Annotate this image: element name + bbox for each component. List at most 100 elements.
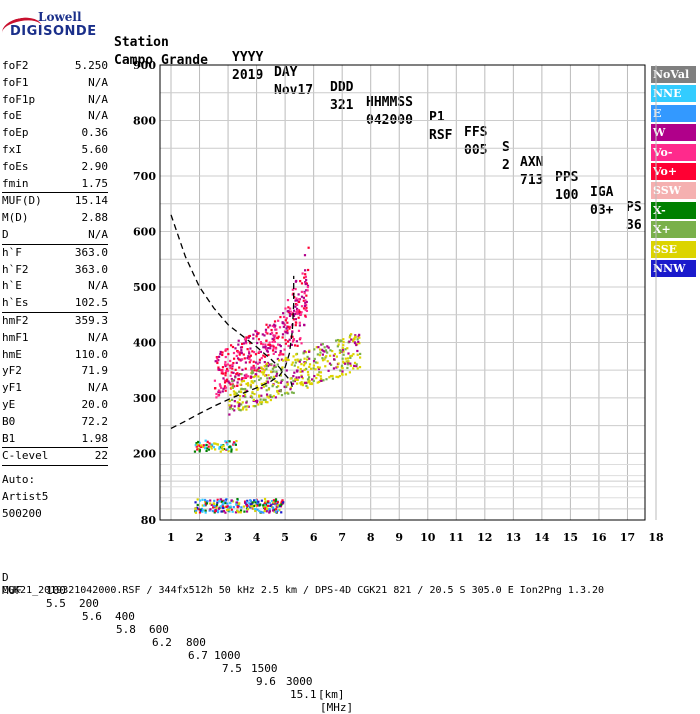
echo-point bbox=[249, 359, 252, 362]
echo-point bbox=[321, 343, 324, 346]
echo-point bbox=[300, 295, 304, 298]
echo-point bbox=[263, 361, 266, 364]
echo-point bbox=[219, 352, 222, 356]
echo-point bbox=[226, 348, 229, 351]
echo-point bbox=[318, 354, 321, 357]
echo-point bbox=[225, 380, 228, 383]
echo-point bbox=[228, 400, 231, 403]
echo-point bbox=[353, 361, 357, 364]
echo-point bbox=[344, 357, 347, 360]
echo-point bbox=[268, 324, 271, 327]
echo-point bbox=[282, 501, 285, 504]
echo-point bbox=[344, 373, 348, 376]
x-tick-label: 18 bbox=[648, 531, 664, 544]
echo-point bbox=[234, 443, 237, 446]
echo-point bbox=[295, 378, 298, 381]
echo-point bbox=[264, 400, 267, 404]
echo-point bbox=[263, 382, 266, 385]
echo-point bbox=[264, 343, 267, 346]
echo-point bbox=[249, 383, 252, 386]
echo-point bbox=[306, 370, 310, 374]
echo-point bbox=[232, 379, 236, 382]
echo-point bbox=[266, 377, 269, 380]
echo-point bbox=[355, 343, 358, 347]
echo-point bbox=[236, 497, 239, 501]
echo-point bbox=[247, 336, 250, 339]
param-value: N/A bbox=[88, 92, 108, 106]
echo-point bbox=[276, 357, 279, 361]
echo-point bbox=[306, 381, 309, 384]
ordinary-trace-curve bbox=[170, 275, 295, 429]
echo-point bbox=[285, 369, 288, 372]
echo-point bbox=[258, 370, 262, 373]
echo-point bbox=[341, 347, 344, 350]
echo-point bbox=[342, 341, 345, 344]
echo-point bbox=[356, 338, 359, 341]
echo-point bbox=[281, 499, 284, 502]
echo-point bbox=[214, 360, 217, 363]
echo-point bbox=[300, 290, 303, 293]
echo-point bbox=[285, 317, 288, 320]
echo-point bbox=[350, 354, 353, 357]
echo-point bbox=[230, 508, 233, 511]
echo-point bbox=[252, 398, 255, 402]
echo-point bbox=[301, 370, 304, 373]
echo-point bbox=[281, 366, 284, 369]
echo-point bbox=[204, 447, 207, 450]
echo-point bbox=[267, 396, 270, 399]
echo-point bbox=[246, 375, 250, 378]
echo-point bbox=[234, 347, 237, 350]
echo-point bbox=[305, 278, 308, 282]
echo-point bbox=[235, 361, 238, 364]
echo-point bbox=[221, 370, 224, 373]
echo-point bbox=[270, 395, 274, 399]
param-row: yE 20.0 bbox=[2, 397, 108, 414]
echo-point bbox=[230, 377, 233, 381]
echo-point bbox=[194, 507, 197, 510]
echo-point bbox=[350, 338, 353, 341]
echo-point bbox=[238, 395, 242, 398]
echo-point bbox=[263, 369, 266, 372]
echo-point bbox=[267, 347, 270, 350]
legend-entry: Vo- bbox=[651, 143, 696, 161]
echo-point bbox=[263, 509, 266, 513]
echo-point bbox=[358, 365, 362, 369]
echo-point bbox=[290, 363, 293, 366]
echo-point bbox=[239, 509, 243, 512]
echo-point bbox=[340, 364, 344, 367]
echo-point bbox=[259, 350, 262, 354]
muf-d-unit: [km] bbox=[318, 688, 345, 701]
logo-line2: DIGISONDE bbox=[10, 24, 97, 39]
param-name: yF2 bbox=[2, 364, 22, 378]
echo-point bbox=[295, 297, 298, 300]
legend-entry: X+ bbox=[651, 221, 696, 239]
echo-point bbox=[299, 313, 302, 316]
echo-point bbox=[275, 374, 278, 378]
echo-point bbox=[264, 331, 268, 334]
echo-point bbox=[218, 368, 221, 371]
y-tick-label: 200 bbox=[133, 447, 156, 460]
echo-point bbox=[241, 342, 244, 346]
echo-point bbox=[250, 380, 253, 383]
echo-point bbox=[261, 401, 264, 404]
echo-point bbox=[308, 365, 311, 369]
param-name: fxI bbox=[2, 142, 22, 156]
echo-point bbox=[238, 408, 241, 411]
echo-point bbox=[232, 384, 235, 387]
echo-point bbox=[241, 368, 244, 371]
header-label: PPS bbox=[555, 170, 579, 185]
echo-point bbox=[244, 390, 247, 393]
echo-point bbox=[225, 370, 228, 373]
echo-point bbox=[211, 509, 214, 513]
echo-point bbox=[273, 320, 277, 323]
echo-point bbox=[250, 372, 253, 375]
echo-point bbox=[204, 509, 207, 512]
x-tick-label: 2 bbox=[196, 531, 204, 544]
echo-point bbox=[199, 508, 202, 511]
header-value: Nov17 bbox=[274, 83, 314, 98]
echo-point bbox=[232, 442, 235, 445]
echo-point bbox=[248, 334, 252, 338]
param-value: 2.88 bbox=[81, 211, 109, 225]
param-name: h`Es bbox=[2, 296, 29, 310]
echo-point bbox=[324, 349, 328, 352]
